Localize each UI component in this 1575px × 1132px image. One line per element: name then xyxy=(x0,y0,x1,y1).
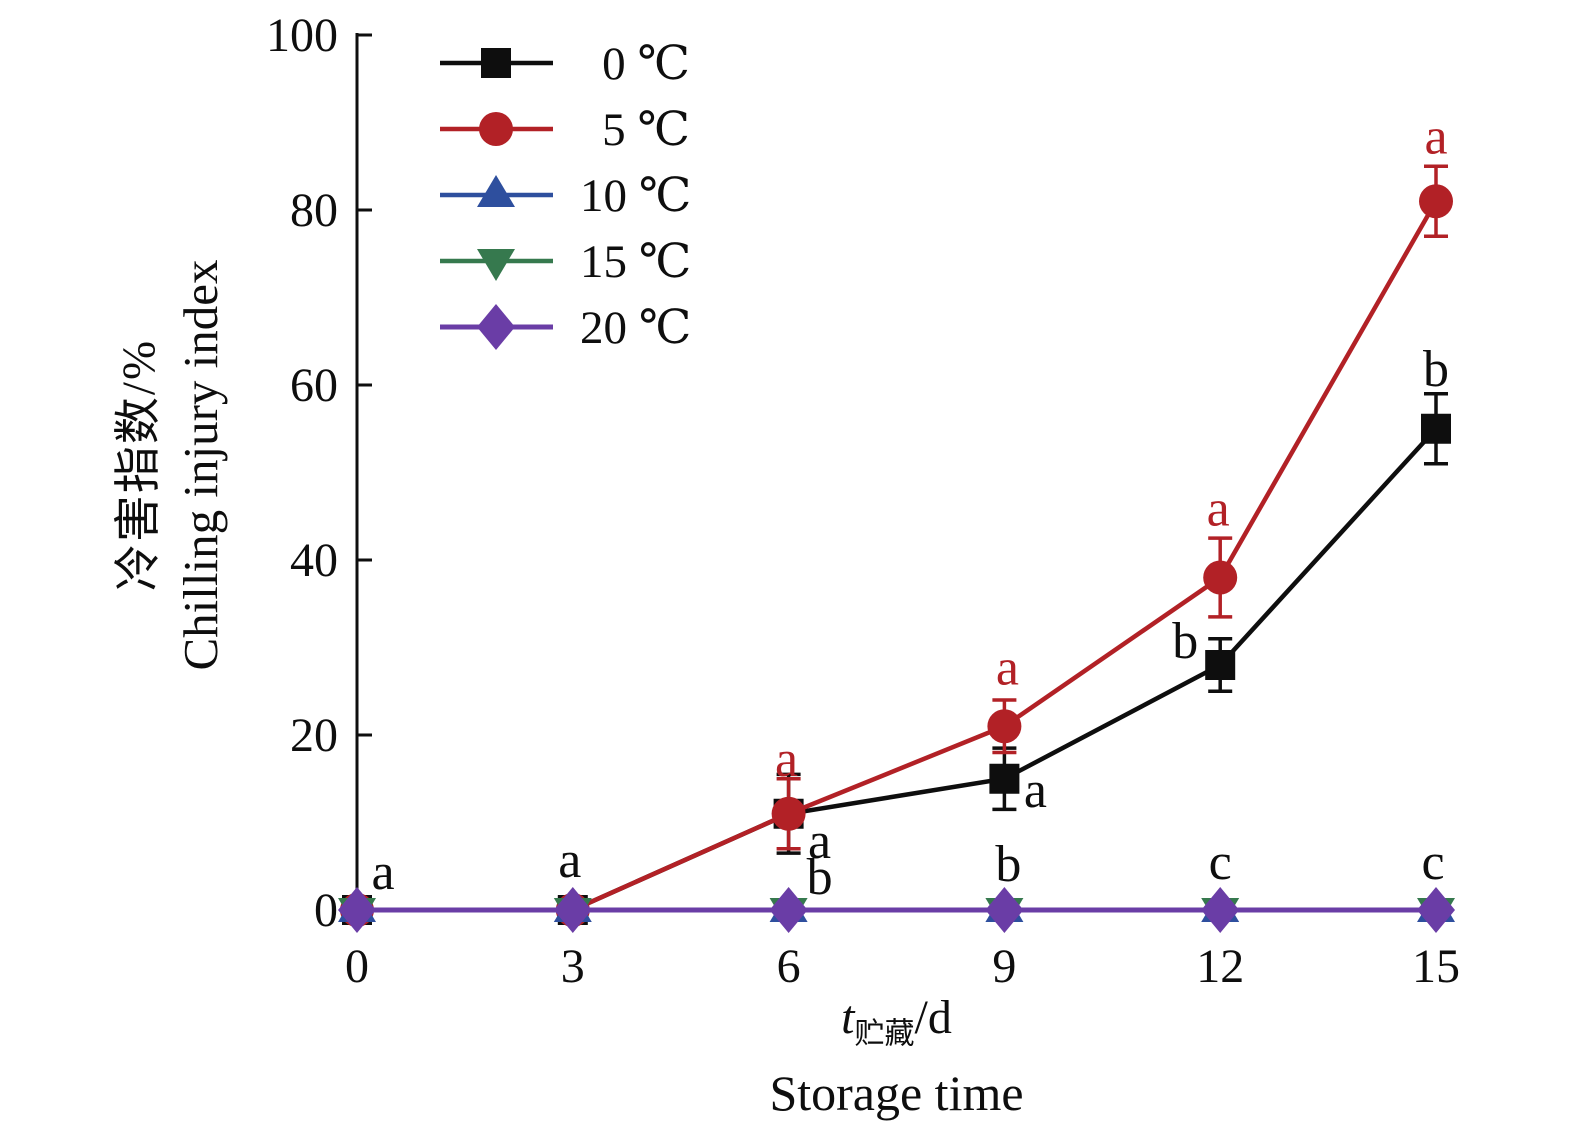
legend-item: 10 ℃ xyxy=(440,162,692,228)
legend-marker-circle xyxy=(440,112,553,146)
legend-marker-shape xyxy=(479,112,513,146)
sig-label: a xyxy=(371,844,394,901)
marker xyxy=(1421,413,1451,444)
x-axis-title: t贮藏/d Storage time xyxy=(357,992,1436,1121)
legend-marker-shape xyxy=(481,48,511,78)
sig-label: b xyxy=(995,836,1021,893)
y-tick-label: 100 xyxy=(266,9,338,62)
legend-label: 15 ℃ xyxy=(580,235,692,288)
marker xyxy=(1205,650,1236,680)
series-15℃ xyxy=(338,898,1455,930)
legend-label: 5 ℃ xyxy=(602,103,690,156)
x-axis-symbol-t: t xyxy=(841,991,855,1044)
y-axis-title: 冷害指数/% Chilling injury index xyxy=(109,259,233,670)
sig-label: a xyxy=(775,731,798,788)
y-tick-label: 80 xyxy=(290,184,338,237)
sig-label: c xyxy=(1421,834,1444,891)
legend-marker-shape xyxy=(477,249,515,281)
y-tick-label: 40 xyxy=(290,534,338,587)
x-tick-label: 15 xyxy=(1412,940,1460,993)
legend-marker-square xyxy=(440,48,553,78)
marker xyxy=(769,887,808,933)
legend-item: 5 ℃ xyxy=(440,96,690,162)
sig-label: b xyxy=(1423,341,1449,398)
series-10℃ xyxy=(338,890,1455,922)
marker xyxy=(338,887,376,933)
x-axis-title-en: Storage time xyxy=(769,1064,1024,1121)
marker xyxy=(1201,887,1240,933)
sig-label: a xyxy=(808,813,831,870)
marker xyxy=(1417,887,1455,933)
marker xyxy=(771,796,806,831)
legend-item: 0 ℃ xyxy=(440,30,690,96)
legend-label: 0 ℃ xyxy=(602,37,690,90)
sig-label: c xyxy=(1209,834,1232,891)
marker xyxy=(553,887,592,933)
y-tick-label: 60 xyxy=(290,359,338,412)
y-tick-label: 20 xyxy=(290,709,338,762)
legend-marker-diamond xyxy=(440,304,553,350)
legend-marker-triangle-up xyxy=(440,175,553,207)
legend-item: 15 ℃ xyxy=(440,228,692,294)
legend-label: 20 ℃ xyxy=(580,301,692,354)
y-axis-title-en: Chilling injury index xyxy=(173,259,228,671)
marker xyxy=(1419,184,1453,219)
sig-label: a xyxy=(558,832,581,889)
y-tick-label: 0 xyxy=(314,884,338,937)
legend-item: 20 ℃ xyxy=(440,294,692,360)
marker xyxy=(987,709,1022,744)
marker xyxy=(985,887,1024,933)
y-axis-title-cn: 冷害指数/% xyxy=(113,338,165,592)
sig-label: a xyxy=(996,639,1019,696)
legend-label: 10 ℃ xyxy=(580,169,692,222)
x-tick-label: 9 xyxy=(992,940,1016,993)
x-tick-label: 0 xyxy=(345,940,369,993)
legend-marker-shape xyxy=(477,304,515,350)
sig-label: b xyxy=(807,849,833,906)
x-axis-symbol-unit: /d xyxy=(914,991,952,1044)
sig-label: a xyxy=(1207,481,1230,538)
legend-marker-shape xyxy=(477,175,515,207)
legend-marker-triangle-down xyxy=(440,249,553,281)
series-line xyxy=(357,427,1438,913)
sig-label: a xyxy=(1424,108,1447,165)
legend: 0 ℃ 5 ℃ 10 ℃ 15 ℃ 20 ℃ xyxy=(440,30,692,360)
x-tick-label: 3 xyxy=(561,940,585,993)
x-axis-symbol-subscript: 贮藏 xyxy=(854,1017,915,1051)
x-axis-title-symbol: t贮藏/d xyxy=(357,992,1436,1061)
marker xyxy=(989,763,1020,794)
sig-label: b xyxy=(1172,613,1198,670)
sig-label: a xyxy=(1024,762,1047,819)
x-tick-label: 12 xyxy=(1196,940,1244,993)
marker xyxy=(1203,560,1238,595)
x-tick-label: 6 xyxy=(777,940,801,993)
